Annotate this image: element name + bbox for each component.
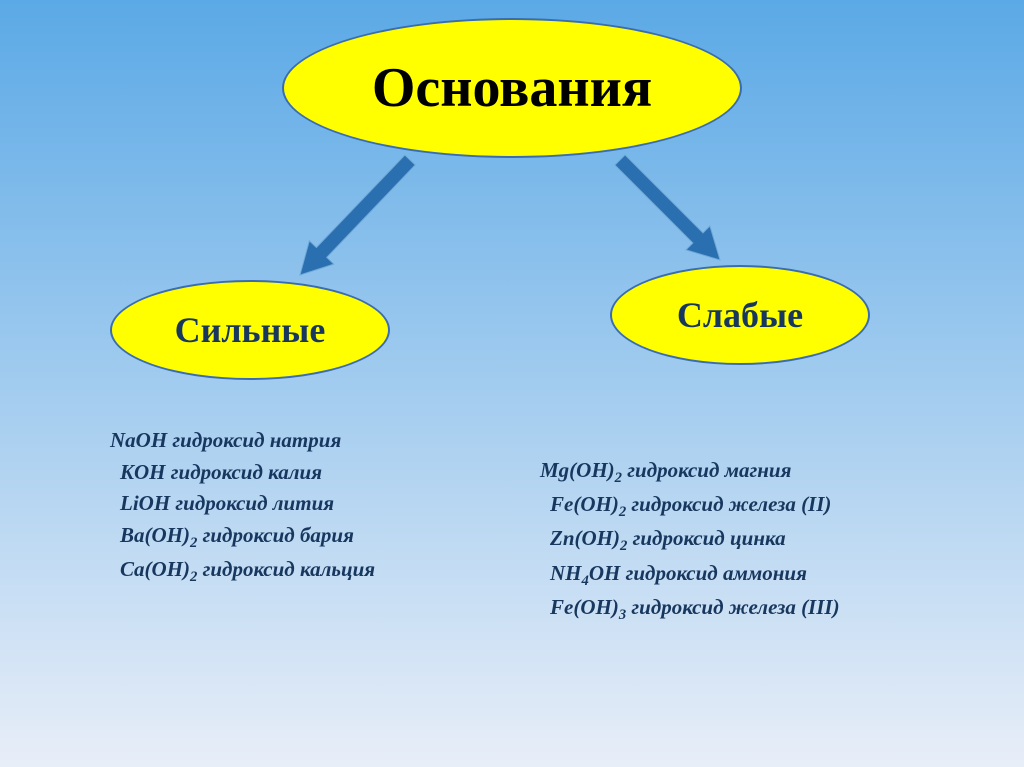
list-item: LiOH гидроксид лития [110,488,375,520]
list-item: Fe(OH)2 гидроксид железа (II) [540,489,840,523]
child-label: Слабые [677,294,803,336]
child-label: Сильные [175,309,326,351]
child-node-0: Сильные [110,280,390,380]
arrows-layer [0,0,1024,767]
list-1: Mg(OH)2 гидроксид магнияFe(OH)2 гидрокси… [540,455,840,626]
list-item: Mg(OH)2 гидроксид магния [540,455,840,489]
list-item: NH4OH гидроксид аммония [540,558,840,592]
list-0: NaOH гидроксид натрияKOH гидроксид калия… [110,425,375,588]
child-node-1: Слабые [610,265,870,365]
arrow-0 [300,155,415,275]
list-item: Fe(OH)3 гидроксид железа (III) [540,592,840,626]
list-item: KOH гидроксид калия [110,457,375,489]
list-item: Ca(OH)2 гидроксид кальция [110,554,375,588]
list-item: Zn(OH)2 гидроксид цинка [540,523,840,557]
arrow-1 [615,155,720,260]
list-item: NaOH гидроксид натрия [110,425,375,457]
list-item: Ba(OH)2 гидроксид бария [110,520,375,554]
